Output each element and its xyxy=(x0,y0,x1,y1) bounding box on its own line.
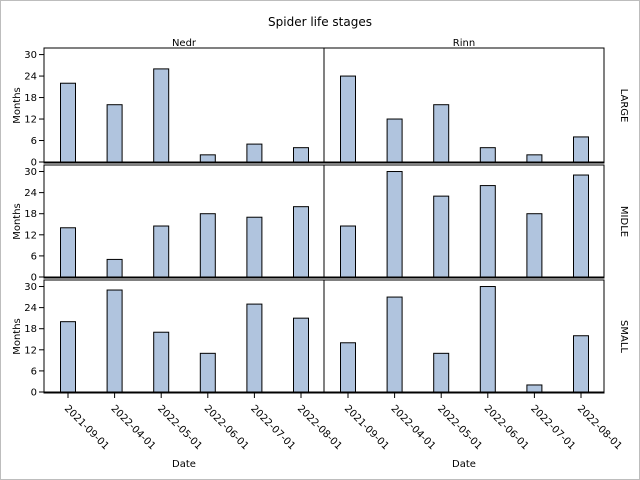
y-tick-label: 0 xyxy=(31,388,37,399)
bar-midle-rinn-2022-08-01 xyxy=(573,174,589,278)
bar-small-nedr-2021-09-01 xyxy=(60,321,76,393)
y-tick-label: 12 xyxy=(24,115,37,126)
y-tick-label: 12 xyxy=(24,230,37,241)
x-tick-label: 2022-07-01 xyxy=(248,403,297,452)
panel-frame-large-rinn xyxy=(323,47,605,164)
y-axis-label-small: Months xyxy=(12,318,23,355)
y-tick-label: 18 xyxy=(24,324,37,335)
chart-title: Spider life stages xyxy=(268,15,372,29)
x-tick-label: 2021-09-01 xyxy=(62,403,111,452)
x-axis-label-nedr: Date xyxy=(172,459,196,470)
bar-large-nedr-2022-08-01 xyxy=(293,147,309,163)
x-tick-label: 2022-08-01 xyxy=(575,403,624,452)
bar-midle-nedr-2022-07-01 xyxy=(246,216,263,278)
y-tick-label: 6 xyxy=(31,136,37,147)
y-tick-label: 30 xyxy=(24,167,37,178)
x-tick-label: 2022-06-01 xyxy=(202,403,251,452)
y-tick-label: 0 xyxy=(31,273,37,284)
x-tick-label: 2021-09-01 xyxy=(342,403,391,452)
bar-large-rinn-2022-08-01 xyxy=(573,136,589,163)
y-tick-label: 0 xyxy=(31,158,37,169)
bar-midle-nedr-2022-08-01 xyxy=(293,206,309,278)
x-tick-label: 2022-06-01 xyxy=(482,403,531,452)
bar-large-nedr-2022-07-01 xyxy=(246,143,263,163)
y-tick-label: 30 xyxy=(24,50,37,61)
bar-midle-rinn-2021-09-01 xyxy=(340,225,356,278)
panel-frame-small-rinn xyxy=(323,279,605,394)
y-tick-label: 12 xyxy=(24,345,37,356)
bar-small-rinn-2022-05-01 xyxy=(433,352,450,393)
bar-large-rinn-2022-06-01 xyxy=(479,147,496,163)
x-tick-label: 2022-05-01 xyxy=(435,403,484,452)
panel-frame-midle-nedr xyxy=(43,164,325,279)
x-tick-label: 2022-04-01 xyxy=(388,403,437,452)
bar-small-rinn-2021-09-01 xyxy=(340,342,356,393)
bar-midle-rinn-2022-07-01 xyxy=(526,213,543,278)
y-tick-label: 6 xyxy=(31,251,37,262)
x-axis-label-rinn: Date xyxy=(452,459,476,470)
x-tick-label: 2022-05-01 xyxy=(155,403,204,452)
x-tick-label: 2022-08-01 xyxy=(295,403,344,452)
y-axis-label-large: Months xyxy=(12,87,23,124)
bar-small-rinn-2022-08-01 xyxy=(573,335,589,393)
bar-large-rinn-2021-09-01 xyxy=(340,75,356,163)
bar-small-nedr-2022-05-01 xyxy=(153,331,170,393)
bar-small-nedr-2022-06-01 xyxy=(199,352,216,393)
bar-large-nedr-2022-05-01 xyxy=(153,68,170,163)
bar-large-rinn-2022-07-01 xyxy=(526,154,543,163)
facet-row-header-small: SMALL xyxy=(618,320,629,353)
bar-large-nedr-2022-06-01 xyxy=(199,154,216,163)
y-tick-label: 18 xyxy=(24,93,37,104)
x-tick-label: 2022-07-01 xyxy=(528,403,577,452)
facet-row-header-midle: MIDLE xyxy=(618,206,629,237)
y-tick-label: 24 xyxy=(24,188,37,199)
bar-midle-nedr-2021-09-01 xyxy=(60,227,76,278)
panel-frame-midle-rinn xyxy=(323,164,605,279)
bar-midle-rinn-2022-04-01 xyxy=(386,171,403,278)
y-tick-label: 24 xyxy=(24,72,37,83)
bar-midle-nedr-2022-04-01 xyxy=(106,258,123,278)
bar-small-rinn-2022-06-01 xyxy=(479,286,496,393)
bar-small-nedr-2022-04-01 xyxy=(106,289,123,393)
facet-row-header-large: LARGE xyxy=(618,89,629,123)
bar-midle-rinn-2022-06-01 xyxy=(479,185,496,278)
bar-large-rinn-2022-05-01 xyxy=(433,104,450,163)
panel-frame-small-nedr xyxy=(43,279,325,394)
y-tick-label: 18 xyxy=(24,209,37,220)
bar-small-nedr-2022-07-01 xyxy=(246,303,263,393)
bar-midle-nedr-2022-06-01 xyxy=(199,213,216,278)
facet-column-header-rinn: Rinn xyxy=(453,38,475,49)
y-axis-label-midle: Months xyxy=(12,203,23,240)
facet-column-header-nedr: Nedr xyxy=(172,38,197,49)
y-tick-label: 6 xyxy=(31,366,37,377)
bar-small-rinn-2022-04-01 xyxy=(386,296,403,393)
y-tick-label: 30 xyxy=(24,282,37,293)
bar-large-nedr-2021-09-01 xyxy=(60,82,76,163)
x-tick-label: 2022-04-01 xyxy=(108,403,157,452)
bar-large-rinn-2022-04-01 xyxy=(386,118,403,163)
bar-midle-rinn-2022-05-01 xyxy=(433,195,450,278)
bar-small-nedr-2022-08-01 xyxy=(293,317,309,393)
bar-midle-nedr-2022-05-01 xyxy=(153,225,170,278)
panel-frame-large-nedr xyxy=(43,47,325,164)
y-tick-label: 24 xyxy=(24,303,37,314)
bar-large-nedr-2022-04-01 xyxy=(106,104,123,163)
bar-small-rinn-2022-07-01 xyxy=(526,384,543,393)
